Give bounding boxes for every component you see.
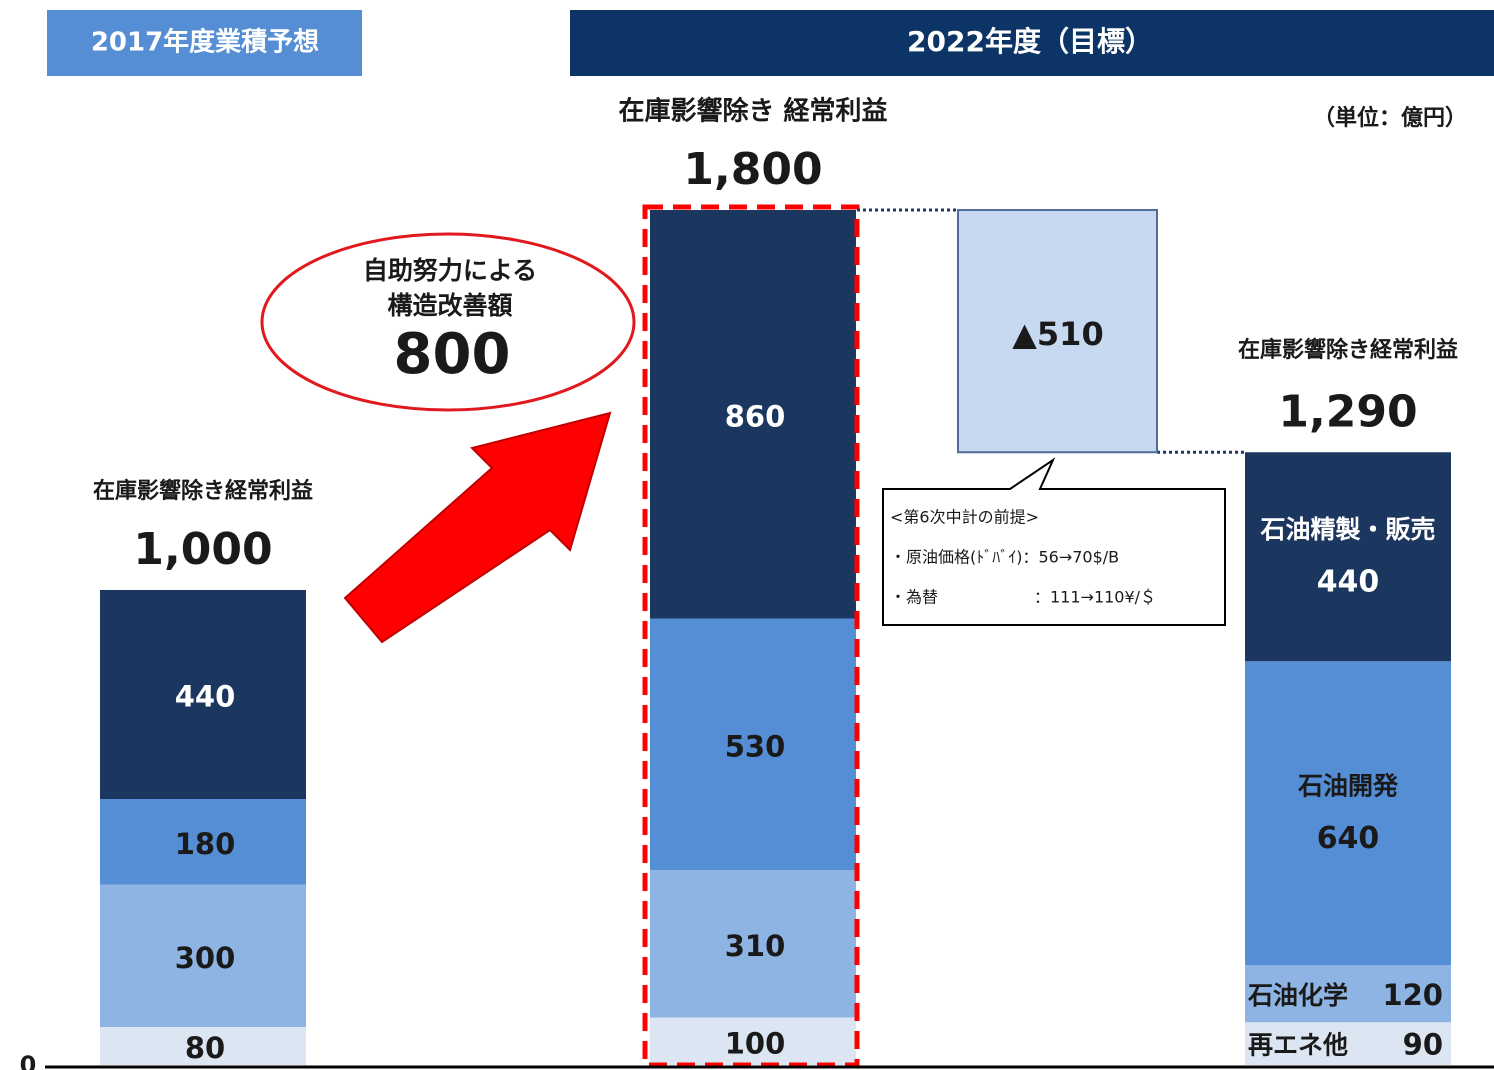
segment-label: 310	[725, 929, 786, 963]
callout-text: 自助努力による	[363, 256, 537, 285]
bar-segment	[100, 1027, 306, 1065]
callout-text: 構造改善額	[387, 291, 512, 320]
arrow	[343, 411, 612, 644]
bar-segment	[1245, 1022, 1451, 1065]
header-right: 2022年度（目標）	[907, 25, 1153, 58]
bar-segment	[650, 210, 856, 619]
segment-name: 石油化学	[1247, 981, 1348, 1010]
segment-name: 石油開発	[1297, 771, 1399, 800]
segment-name: 再エネ他	[1248, 1031, 1348, 1060]
segment-label: 640	[1317, 821, 1380, 856]
callout-value: 800	[394, 322, 511, 387]
callout-ellipse	[260, 232, 636, 412]
dashed-frame	[642, 204, 860, 1068]
header-box	[570, 10, 1494, 76]
bar-segment	[100, 799, 306, 885]
note-text: ・原油価格(ﾄﾞﾊﾞｲ)：56→70$/B	[890, 548, 1119, 567]
segment-label: 440	[175, 680, 236, 714]
gap-box	[957, 209, 1158, 454]
bar-total: 1,000	[133, 524, 272, 575]
bar-segment	[1245, 965, 1451, 1023]
segment-label: 80	[185, 1031, 225, 1065]
bar-title: 在庫影響除き 経常利益	[618, 96, 887, 127]
bar-segment	[100, 884, 306, 1027]
bar-total: 1,290	[1278, 386, 1417, 437]
segment-label: 300	[175, 941, 236, 975]
note-text: ・為替 ：111→110¥/＄	[890, 588, 1156, 607]
y-tick-label: 0	[20, 1051, 37, 1070]
segment-label: 440	[1317, 564, 1380, 599]
gap-label: ▲510	[1012, 315, 1103, 353]
bar-total: 1,800	[683, 144, 822, 195]
header-left: 2017年度業積予想	[91, 27, 319, 58]
bar-segment	[1245, 452, 1451, 662]
segment-label: 860	[725, 399, 786, 433]
bar-title: 在庫影響除き経常利益	[1238, 337, 1458, 363]
note-text: <第6次中計の前提>	[890, 508, 1039, 527]
segment-label: 120	[1382, 978, 1443, 1012]
bar-segment	[650, 1017, 856, 1065]
segment-label: 90	[1403, 1028, 1443, 1062]
segment-name: 石油精製・販売	[1259, 515, 1435, 544]
note-box	[882, 457, 1226, 626]
bar-segment	[650, 618, 856, 871]
unit: （単位：億円）	[1313, 105, 1467, 131]
bar-segment	[650, 870, 856, 1018]
bar-segment	[100, 590, 306, 799]
segment-label: 530	[725, 729, 786, 763]
header-box	[47, 10, 362, 76]
segment-label: 180	[175, 827, 236, 861]
segment-label: 100	[725, 1026, 786, 1060]
bar-title: 在庫影響除き経常利益	[93, 478, 313, 504]
bar-segment	[1245, 661, 1451, 966]
